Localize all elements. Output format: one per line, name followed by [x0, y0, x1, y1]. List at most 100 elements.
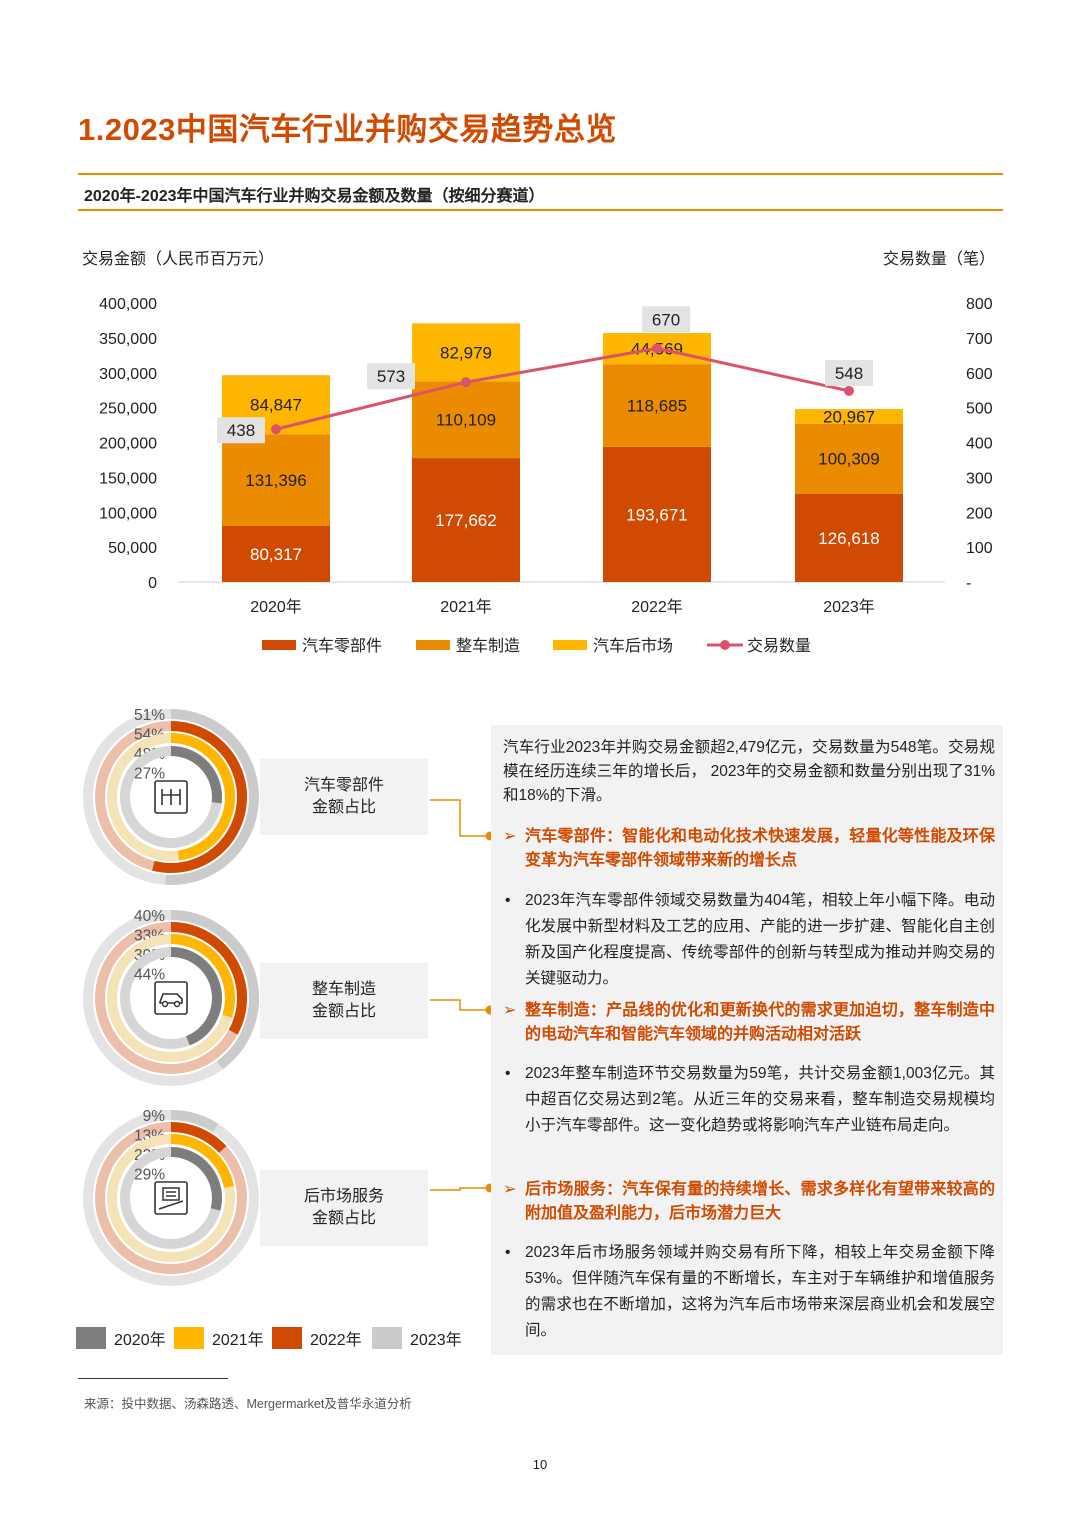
section-body-vehicle: • 2023年整车制造环节交易数量为59笔，共计交易金额1,003亿元。其中超百…	[503, 1061, 995, 1139]
donut-ring-value	[170, 1147, 222, 1211]
legend-swatch-2021	[174, 1327, 204, 1349]
x-tick-label: 2021年	[440, 598, 492, 616]
legend-item-2021: 2021年	[174, 1326, 264, 1350]
bar-segment	[222, 525, 330, 582]
donut-title-aftermarket: 后市场服务 金额占比	[303, 1188, 384, 1227]
bar-segment	[412, 323, 520, 382]
donut-ring-value	[170, 1134, 234, 1189]
bar-value-label: 177,662	[435, 511, 496, 530]
y-tick-label: 200,000	[99, 436, 157, 453]
parts-icon	[154, 780, 188, 814]
y2-tick-label: 200	[966, 505, 993, 522]
legend-item-2020: 2020年	[76, 1326, 166, 1350]
donut-title-vehicle: 整车制造 金额占比	[311, 981, 376, 1020]
bar-segment	[795, 493, 903, 582]
legend-label: 汽车零部件	[302, 637, 382, 655]
donut-title-box-aftermarket: 后市场服务 金额占比	[260, 1170, 428, 1246]
x-tick-label: 2023年	[823, 598, 875, 616]
y2-tick-label: 700	[966, 331, 993, 348]
donut-percent-label: 44%	[134, 967, 165, 984]
legend-item-2022: 2022年	[272, 1326, 362, 1350]
bar-segment	[412, 381, 520, 459]
donut-percent-label: 40%	[134, 908, 165, 925]
donut-charts: 51%54%48%27%40%33%30%44%9%13%22%29%	[83, 707, 495, 1286]
arrow-icon: ➢	[503, 828, 517, 845]
y-tick-label: 0	[148, 575, 157, 592]
bar-value-label: 193,671	[626, 505, 687, 524]
legend-swatch	[553, 640, 587, 650]
y2-tick-label: 100	[966, 540, 993, 557]
count-point	[461, 377, 471, 388]
legend-swatch	[262, 640, 296, 650]
donut-ring-value	[170, 1122, 227, 1153]
bar-value-label: 100,309	[818, 450, 879, 469]
bar-value-label: 80,317	[250, 545, 302, 564]
bullet-icon: •	[505, 1244, 511, 1261]
legend-item-2023: 2023年	[372, 1326, 462, 1350]
legend-swatch-2020	[76, 1327, 106, 1349]
count-label-box	[367, 363, 415, 390]
section-heading-aftermarket: ➢ 后市场服务：汽车保有量的持续增长、需求多样化有望带来较高的附加值及盈利能力，…	[503, 1178, 995, 1226]
count-point	[844, 385, 854, 396]
section-heading-vehicle: ➢ 整车制造：产品线的优化和更新换代的需求更加迫切，整车制造中的电动汽车和智能汽…	[503, 999, 995, 1047]
y-tick-label: 150,000	[99, 470, 157, 487]
page-number: 10	[532, 1457, 548, 1472]
page-title: 1.2023中国汽车行业并购交易趋势总览	[78, 112, 617, 147]
intro-paragraph: 汽车行业2023年并购交易金额超2,479亿元，交易数量为548笔。交易规模在经…	[503, 739, 995, 804]
subtitle-rule	[78, 173, 1003, 211]
donut-ring-value	[170, 934, 235, 1018]
donut-ring-value	[170, 910, 259, 1070]
legend-label: 汽车后市场	[593, 637, 673, 655]
donut-ring-value	[152, 721, 247, 873]
bullet-icon: •	[505, 1065, 511, 1082]
donut-percent-label: 29%	[134, 1167, 165, 1184]
legend-label: 交易数量	[747, 637, 811, 655]
bullet-icon: •	[505, 892, 511, 909]
count-series-line	[275, 346, 850, 431]
source-note: 来源：投中数据、汤森路透、Mergermarket及普华永道分析	[84, 1397, 412, 1411]
donut-title-box-vehicle: 整车制造 金额占比	[260, 963, 428, 1039]
x-tick-label: 2020年	[250, 598, 302, 616]
bar-value-label: 84,847	[250, 396, 302, 415]
bar-value-label: 82,979	[440, 343, 492, 362]
count-label: 548	[835, 364, 863, 383]
legend-swatch-2022	[272, 1327, 302, 1349]
y-axis-title: 交易金额（人民币百万元）	[82, 250, 274, 268]
donut-title-box-parts: 汽车零部件 金额占比	[260, 759, 428, 835]
legend-swatch	[416, 640, 450, 650]
arrow-icon: ➢	[503, 1181, 517, 1198]
service-icon	[154, 1181, 188, 1215]
bar-segment	[795, 423, 903, 494]
count-label-box	[217, 417, 265, 444]
donut-ring-value	[170, 733, 235, 861]
y2-axis-title: 交易数量（笔）	[883, 250, 995, 268]
donut-percent-label: 51%	[134, 707, 165, 724]
bar-segment	[222, 434, 330, 526]
count-label-box	[825, 359, 873, 386]
y2-tick-label: 800	[966, 296, 993, 313]
section-heading-parts: ➢ 汽车零部件：智能化和电动化技术快速发展，轻量化等性能及环保变革为汽车零部件领…	[503, 825, 995, 873]
count-label: 670	[652, 310, 680, 329]
y-tick-label: 50,000	[108, 540, 157, 557]
donut-ring-value	[165, 709, 259, 885]
chart-subtitle: 2020年-2023年中国汽车行业并购交易金额及数量（按细分赛道）	[84, 188, 545, 205]
x-tick-label: 2022年	[631, 598, 683, 616]
section-body-aftermarket: • 2023年后市场服务领域并购交易有所下降，相较上年交易金额下降53%。但伴随…	[503, 1240, 995, 1344]
footnote-rule	[78, 1378, 228, 1379]
bar-value-label: 20,967	[823, 407, 875, 426]
count-point	[652, 343, 662, 354]
count-label: 438	[227, 421, 255, 440]
donut-ring-value	[170, 947, 222, 1046]
count-point	[271, 424, 281, 435]
donut-percent-label: 9%	[143, 1108, 166, 1125]
y-tick-label: 350,000	[99, 331, 157, 348]
y2-tick-label: -	[966, 575, 971, 592]
legend-marker	[720, 640, 730, 650]
commentary-panel	[491, 725, 1003, 1355]
connector-line	[430, 799, 490, 837]
bar-value-label: 126,618	[818, 529, 879, 548]
y-tick-label: 400,000	[99, 296, 157, 313]
connector-line	[430, 1187, 490, 1191]
legend-label: 整车制造	[456, 637, 520, 655]
bar-segment	[603, 364, 711, 447]
